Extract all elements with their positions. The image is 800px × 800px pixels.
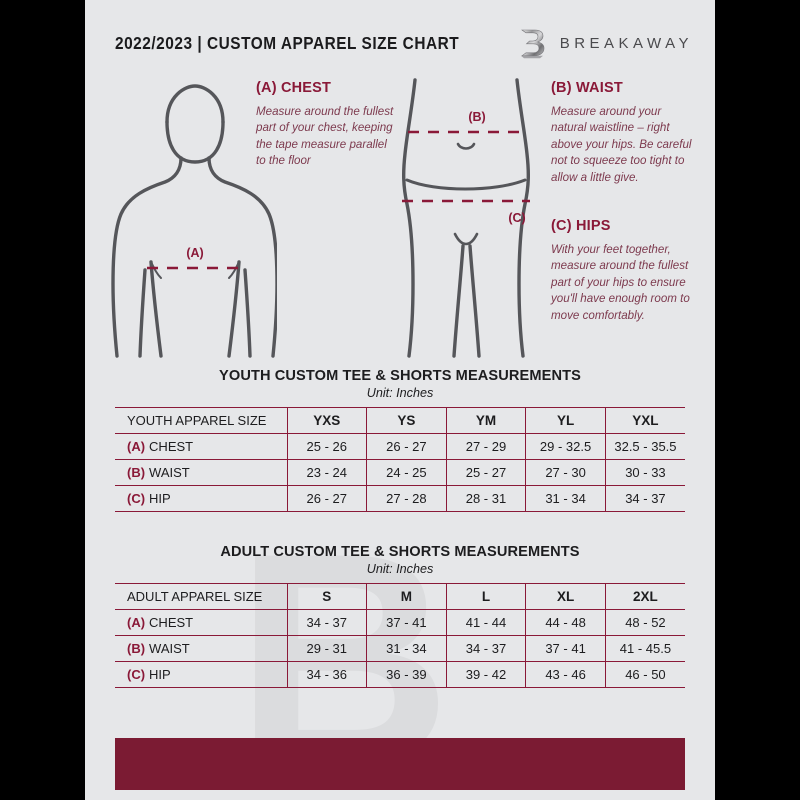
- youth-row-label-waist: (B) WAIST: [115, 459, 287, 486]
- row-tag: (A): [127, 615, 146, 630]
- callout-waist-body: Measure around your natural waistline – …: [551, 105, 692, 184]
- table-row: (C) HIP 34 - 36 36 - 39 39 - 42 43 - 46 4…: [115, 661, 685, 688]
- youth-col-4: YL: [525, 407, 606, 434]
- callout-waist-heading: (B) WAIST: [551, 80, 623, 96]
- torso-chest-diagram: (A): [111, 84, 277, 358]
- row-label: CHEST: [149, 615, 194, 630]
- row-tag: (B): [127, 465, 146, 480]
- adult-row-label-chest: (A) CHEST: [115, 609, 287, 636]
- youth-chest-yxl: 32.5 - 35.5: [604, 433, 685, 460]
- youth-col-2: YS: [366, 407, 447, 434]
- row-label: WAIST: [149, 641, 190, 656]
- hips-waist-diagram: (B) (C): [401, 78, 531, 358]
- youth-waist-ym: 25 - 27: [445, 459, 526, 486]
- callout-chest-body: Measure around the fullest part of your …: [256, 105, 394, 168]
- adult-row-header: ADULT APPAREL SIZE: [115, 583, 287, 610]
- youth-col-5: YXL: [604, 407, 685, 434]
- youth-size-section: YOUTH CUSTOM TEE & SHORTS MEASUREMENTS U…: [115, 368, 685, 512]
- adult-hip-m: 36 - 39: [366, 661, 447, 688]
- measurement-diagrams: (A): [85, 72, 715, 360]
- youth-table-unit: Unit: Inches: [366, 386, 434, 400]
- row-label: HIP: [149, 491, 171, 506]
- hip-measure-label: (C): [508, 211, 525, 225]
- adult-col-4: XL: [525, 583, 606, 610]
- adult-col-1: S: [286, 583, 367, 610]
- youth-col-1: YXS: [286, 407, 367, 434]
- row-tag: (C): [127, 667, 146, 682]
- adult-chest-l: 41 - 44: [445, 609, 526, 636]
- youth-waist-yl: 27 - 30: [525, 459, 606, 486]
- table-row: (B) WAIST 29 - 31 31 - 34 34 - 37 37 - 41…: [115, 635, 685, 662]
- youth-waist-ys: 24 - 25: [366, 459, 447, 486]
- youth-hip-ys: 27 - 28: [366, 485, 447, 512]
- callout-chest-heading: (A) CHEST: [256, 80, 332, 96]
- brand-lockup: BREAKAWAY: [518, 27, 693, 59]
- callout-chest: (A) CHEST Measure around the fullest par…: [256, 80, 396, 170]
- page-header: 2022/2023 | CUSTOM APPAREL SIZE CHART: [85, 26, 715, 60]
- youth-hip-yxl: 34 - 37: [604, 485, 685, 512]
- size-chart-page: B 2022/2023 | CUSTOM APPAREL SIZE CHART: [85, 0, 715, 800]
- table-row: (B) WAIST 23 - 24 24 - 25 25 - 27 27 - 30…: [115, 459, 685, 486]
- row-label: WAIST: [149, 465, 190, 480]
- footer-bar: [115, 738, 685, 790]
- youth-waist-yxs: 23 - 24: [286, 459, 367, 486]
- youth-chest-yxs: 25 - 26: [286, 433, 367, 460]
- youth-col-3: YM: [445, 407, 526, 434]
- youth-hip-yl: 31 - 34: [525, 485, 606, 512]
- adult-chest-s: 34 - 37: [286, 609, 367, 636]
- youth-row-label-hip: (C) HIP: [115, 485, 287, 512]
- row-label: HIP: [149, 667, 171, 682]
- table-row: (A) CHEST 25 - 26 26 - 27 27 - 29 29 - 32…: [115, 433, 685, 460]
- youth-chest-ym: 27 - 29: [445, 433, 526, 460]
- adult-chest-m: 37 - 41: [366, 609, 447, 636]
- table-header-row: YOUTH APPAREL SIZE YXS YS YM YL YXL: [115, 407, 685, 434]
- row-tag: (A): [127, 439, 146, 454]
- youth-row-label-chest: (A) CHEST: [115, 433, 287, 460]
- row-label: CHEST: [149, 439, 194, 454]
- adult-chest-2xl: 48 - 52: [604, 609, 685, 636]
- breakaway-b-logo-icon: [520, 29, 544, 59]
- youth-hip-ym: 28 - 31: [445, 485, 526, 512]
- adult-hip-l: 39 - 42: [445, 661, 526, 688]
- adult-table-unit: Unit: Inches: [366, 562, 434, 576]
- row-tag: (C): [127, 491, 146, 506]
- adult-row-label-hip: (C) HIP: [115, 661, 287, 688]
- adult-table-title: ADULT CUSTOM TEE & SHORTS MEASUREMENTS: [220, 544, 580, 560]
- callout-waist: (B) WAIST Measure around your natural wa…: [551, 80, 693, 186]
- adult-hip-xl: 43 - 46: [525, 661, 606, 688]
- page-title: 2022/2023 | CUSTOM APPAREL SIZE CHART: [115, 32, 460, 53]
- callout-hips-heading: (C) HIPS: [551, 218, 611, 234]
- youth-chest-yl: 29 - 32.5: [525, 433, 606, 460]
- row-tag: (B): [127, 641, 146, 656]
- youth-hip-yxs: 26 - 27: [286, 485, 367, 512]
- adult-waist-l: 34 - 37: [445, 635, 526, 662]
- callout-hips: (C) HIPS With your feet together, measur…: [551, 218, 693, 324]
- adult-chest-xl: 44 - 48: [525, 609, 606, 636]
- adult-col-2: M: [366, 583, 447, 610]
- brand-name: BREAKAWAY: [559, 34, 693, 52]
- adult-waist-xl: 37 - 41: [525, 635, 606, 662]
- adult-waist-s: 29 - 31: [286, 635, 367, 662]
- adult-waist-m: 31 - 34: [366, 635, 447, 662]
- adult-waist-2xl: 41 - 45.5: [604, 635, 685, 662]
- chest-measure-label: (A): [186, 246, 203, 260]
- adult-size-section: ADULT CUSTOM TEE & SHORTS MEASUREMENTS U…: [115, 544, 685, 688]
- callout-hips-body: With your feet together, measure around …: [551, 243, 690, 322]
- youth-row-header: YOUTH APPAREL SIZE: [115, 407, 287, 434]
- adult-size-table: ADULT APPAREL SIZE S M L XL 2XL (A) CHEST…: [115, 583, 685, 688]
- youth-table-title: YOUTH CUSTOM TEE & SHORTS MEASUREMENTS: [219, 368, 581, 384]
- youth-size-table: YOUTH APPAREL SIZE YXS YS YM YL YXL (A) C…: [115, 407, 685, 512]
- waist-measure-label: (B): [468, 110, 485, 124]
- youth-waist-yxl: 30 - 33: [604, 459, 685, 486]
- adult-col-3: L: [445, 583, 526, 610]
- youth-chest-ys: 26 - 27: [366, 433, 447, 460]
- adult-col-5: 2XL: [604, 583, 685, 610]
- table-row: (A) CHEST 34 - 37 37 - 41 41 - 44 44 - 48…: [115, 609, 685, 636]
- table-row: (C) HIP 26 - 27 27 - 28 28 - 31 31 - 34 3…: [115, 485, 685, 512]
- adult-hip-s: 34 - 36: [286, 661, 367, 688]
- adult-row-label-waist: (B) WAIST: [115, 635, 287, 662]
- table-header-row: ADULT APPAREL SIZE S M L XL 2XL: [115, 583, 685, 610]
- adult-hip-2xl: 46 - 50: [604, 661, 685, 688]
